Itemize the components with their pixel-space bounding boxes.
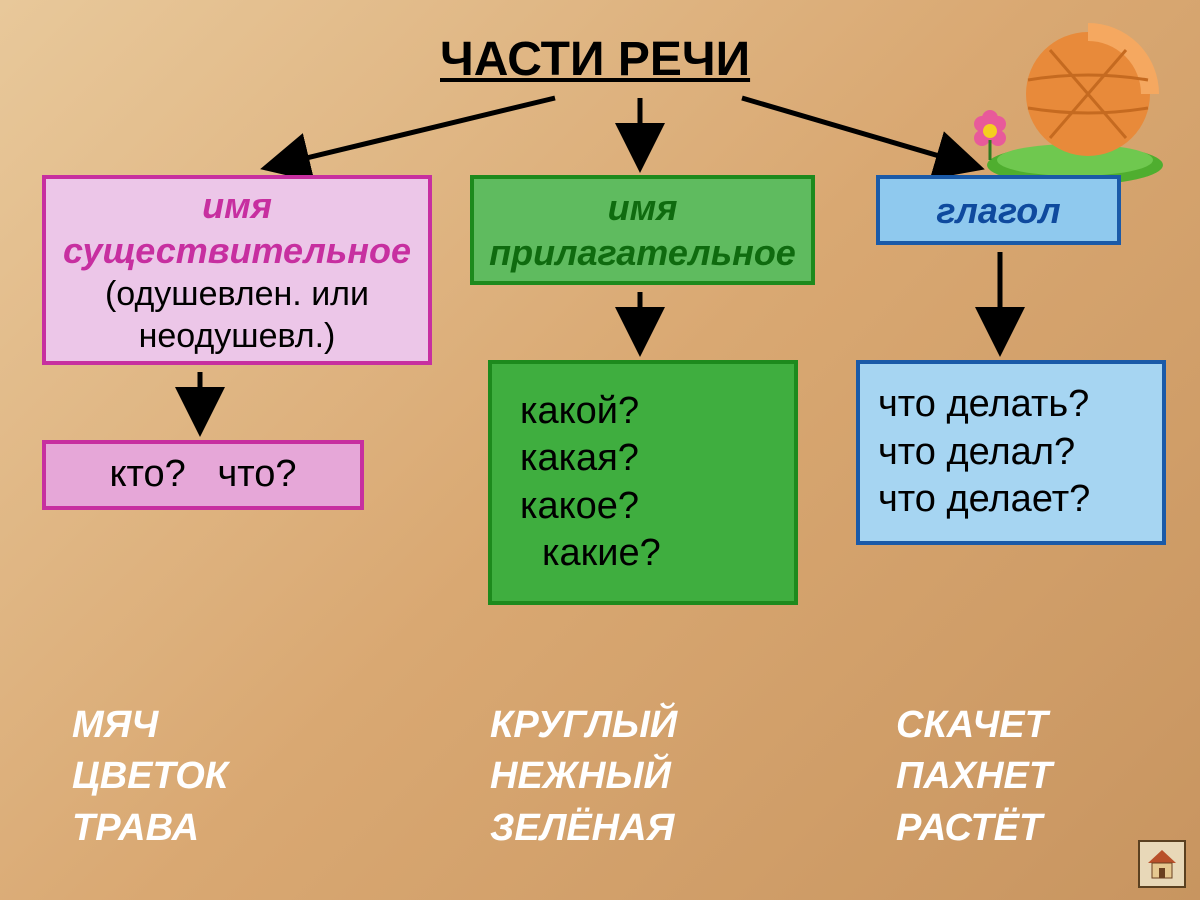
adjective-example-3: ЗЕЛЁНАЯ [490, 803, 677, 854]
verb-example-1: СКАЧЕТ [896, 700, 1052, 751]
verb-q2: что делал? [878, 429, 1075, 477]
noun-example-3: ТРАВА [72, 803, 228, 854]
adjective-title-line2: прилагательное [489, 230, 796, 275]
noun-title-line1: имя [202, 183, 272, 228]
verb-examples: СКАЧЕТ ПАХНЕТ РАСТЁТ [896, 700, 1052, 854]
adjective-q1: какой? [520, 388, 639, 436]
verb-questions-box: что делать? что делал? что делает? [856, 360, 1166, 545]
noun-header-box: имя существительное (одушевлен. или неод… [42, 175, 432, 365]
verb-q3: что делает? [878, 476, 1090, 524]
verb-example-3: РАСТЁТ [896, 803, 1052, 854]
home-button[interactable] [1138, 840, 1186, 888]
verb-example-2: ПАХНЕТ [896, 751, 1052, 802]
noun-example-1: МЯЧ [72, 700, 228, 751]
noun-examples: МЯЧ ЦВЕТОК ТРАВА [72, 700, 228, 854]
noun-sub-line1: (одушевлен. или [105, 273, 369, 316]
noun-example-2: ЦВЕТОК [72, 751, 228, 802]
adjective-example-1: КРУГЛЫЙ [490, 700, 677, 751]
verb-title-line1: глагол [936, 188, 1060, 233]
home-icon [1145, 847, 1179, 881]
adjective-q2: какая? [520, 435, 639, 483]
page-title: ЧАСТИ РЕЧИ [440, 32, 750, 87]
decor-ball-scene [960, 20, 1180, 200]
adjective-q4: какие? [520, 530, 661, 578]
adjective-questions-box: какой? какая? какое? какие? [488, 360, 798, 605]
verb-q1: что делать? [878, 381, 1089, 429]
adjective-examples: КРУГЛЫЙ НЕЖНЫЙ ЗЕЛЁНАЯ [490, 700, 677, 854]
noun-questions-text: кто? что? [109, 451, 296, 499]
noun-questions-box: кто? что? [42, 440, 364, 510]
verb-header-box: глагол [876, 175, 1121, 245]
noun-sub-line2: неодушевл.) [139, 315, 336, 358]
noun-title-line2: существительное [63, 228, 411, 273]
adjective-title-line1: имя [608, 185, 678, 230]
adjective-header-box: имя прилагательное [470, 175, 815, 285]
adjective-q3: какое? [520, 483, 639, 531]
adjective-example-2: НЕЖНЫЙ [490, 751, 677, 802]
